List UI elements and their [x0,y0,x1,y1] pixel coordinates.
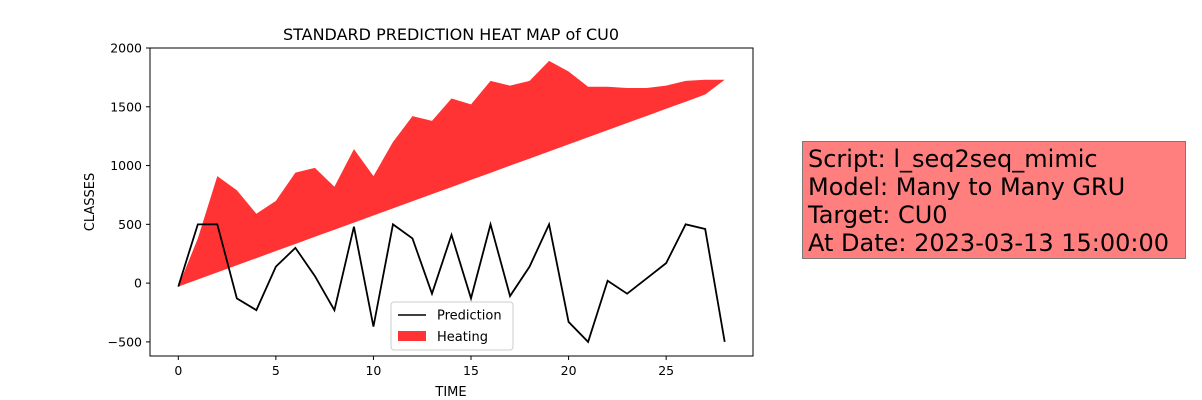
legend-heating-label: Heating [437,330,488,345]
chart: STANDARD PREDICTION HEAT MAP of CU0 0 5 10… [83,25,754,400]
x-axis-label: TIME [434,385,466,400]
legend-heating-swatch [398,331,426,341]
info-script: Script: l_seq2seq_mimic [808,145,1098,173]
x-tick-label: 0 [174,363,182,378]
prediction-line [177,220,726,344]
legend: Prediction Heating [390,301,514,351]
x-tick-label: 10 [365,363,381,378]
x-tick-label: 20 [561,363,577,378]
info-date: At Date: 2023-03-13 15:00:00 [808,229,1170,257]
x-tick-label: 15 [463,363,479,378]
heating-area-layer [178,60,725,287]
y-tick-label: 1000 [110,158,142,173]
y-tick-label: 2000 [110,41,142,56]
y-axis-label: CLASSES [83,173,98,231]
y-tick-label: 0 [134,276,142,291]
x-axis-ticks: 0 5 10 15 20 25 [174,356,674,378]
x-tick-label: 5 [272,363,280,378]
heating-area [178,60,725,287]
y-tick-label: 500 [118,217,142,232]
prediction-line-layer [177,220,726,344]
info-box: Script: l_seq2seq_mimic Model: Many to M… [802,141,1186,259]
info-target: Target: CU0 [808,201,948,229]
info-model: Model: Many to Many GRU [808,173,1126,201]
chart-title: STANDARD PREDICTION HEAT MAP of CU0 [283,25,619,44]
y-axis-ticks: −500 0 500 1000 1500 2000 [108,41,150,349]
y-tick-label: −500 [108,334,142,349]
plot-frame [149,47,754,357]
y-tick-label: 1500 [110,99,142,114]
legend-prediction-label: Prediction [437,309,502,324]
x-tick-label: 25 [658,363,674,378]
